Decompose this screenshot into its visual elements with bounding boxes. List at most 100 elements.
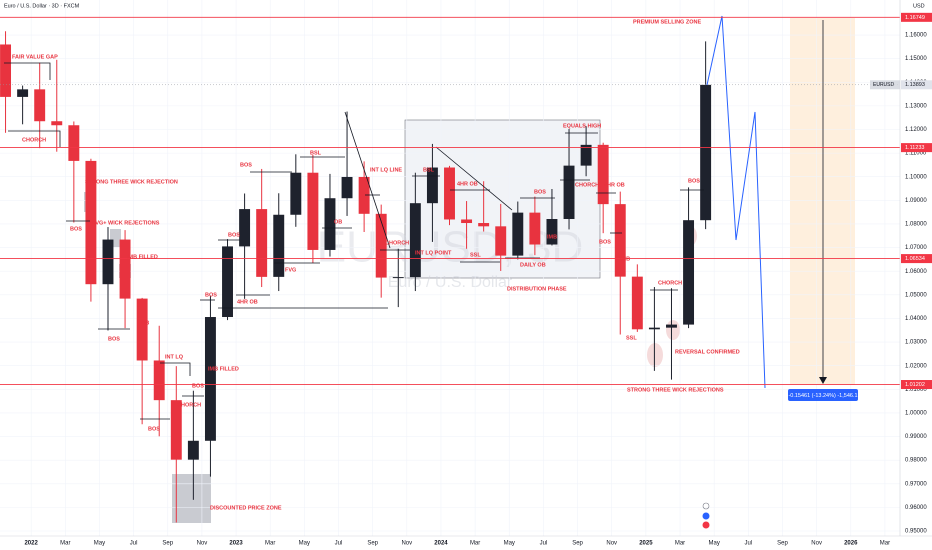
premium-zone <box>790 18 855 385</box>
annotation: 4HR OB <box>237 299 258 305</box>
x-tick-label: Jul <box>540 541 548 547</box>
annotation: OB <box>334 219 342 225</box>
candle-body <box>375 213 387 278</box>
currency-label: USD <box>913 3 925 9</box>
annotation: BSL <box>310 150 322 156</box>
measure-label: -0.15461 (-13.24%) -1,546.1 <box>788 393 857 399</box>
candle-body <box>102 239 114 285</box>
annotation: INT LQ POINT <box>415 250 452 256</box>
price-tag-label: 1.13893 <box>905 82 925 88</box>
candle-body <box>580 144 592 166</box>
candle-body <box>461 219 473 224</box>
zone-box <box>110 229 121 247</box>
measure-arrow <box>819 377 827 384</box>
structure-line <box>8 130 61 147</box>
y-tick-label: 1.07000 <box>905 245 927 251</box>
level-tag-label: 1.16749 <box>905 15 925 21</box>
x-tick-label: Sep <box>162 541 173 547</box>
candle-body <box>563 165 575 220</box>
annotation: BOS <box>108 336 120 342</box>
level-tag <box>901 12 932 22</box>
y-tick-label: 0.95000 <box>905 529 927 535</box>
reversal-zone <box>647 343 663 367</box>
y-tick-label: 1.01000 <box>905 387 927 393</box>
level-tag <box>901 143 932 153</box>
candle-body <box>358 176 370 214</box>
x-tick-label: Mar <box>60 541 70 547</box>
annotation: SSL <box>626 335 637 341</box>
candle-body <box>409 203 421 278</box>
y-tick-label: 1.09000 <box>905 198 927 204</box>
trend-line <box>435 146 513 211</box>
y-tick-label: 0.99000 <box>905 434 927 440</box>
candle-body <box>239 209 251 247</box>
annotation: CHORCH <box>385 240 409 246</box>
candle-body <box>444 167 455 220</box>
candle-body <box>546 219 558 245</box>
icon <box>702 512 710 520</box>
candle-body <box>17 89 29 97</box>
y-tick-label: 1.02000 <box>905 363 927 369</box>
candle-body <box>495 226 507 256</box>
candle-body <box>204 317 216 441</box>
y-tick-label: 1.03000 <box>905 340 927 346</box>
x-tick-label: May <box>504 541 515 547</box>
annotation: BOS <box>228 232 240 238</box>
annotation: BSL <box>423 167 435 173</box>
candle-body <box>34 89 46 122</box>
annotation: 4HR OB <box>604 182 625 188</box>
annotation: IMB FILLED <box>208 366 239 372</box>
annotation: SSL <box>470 252 481 258</box>
x-tick-label: Mar <box>470 541 480 547</box>
x-tick-label: Mar <box>880 541 890 547</box>
symbol-tag <box>870 80 900 90</box>
annotation: BOS <box>240 162 252 168</box>
x-tick-label: 2026 <box>844 541 858 547</box>
y-tick-label: 1.00000 <box>905 410 927 416</box>
annotations: FAIR VALUE GAP CHORCH STRONG THREE WICK RE… <box>12 19 740 511</box>
y-tick-label: 0.98000 <box>905 458 927 464</box>
structure-line <box>4 62 51 80</box>
annotation: BOS <box>534 189 546 195</box>
candle-body <box>700 84 712 221</box>
y-tick-label: 1.12000 <box>905 127 927 133</box>
candle-body <box>290 172 302 215</box>
x-tick-label: Nov <box>401 541 412 547</box>
candle-body <box>256 209 268 277</box>
discount-box <box>172 474 211 523</box>
x-tick-label: May <box>299 541 310 547</box>
annotation: BOS <box>148 426 160 432</box>
annotation: BOS <box>192 383 204 389</box>
y-tick-label: 1.11000 <box>905 151 927 157</box>
price-tag <box>901 80 932 90</box>
x-tick-label: Mar <box>675 541 685 547</box>
annotation: IMB <box>620 256 630 262</box>
candle-body <box>307 172 319 250</box>
level-tag <box>901 380 932 390</box>
candle-body <box>478 223 490 227</box>
measure-box <box>788 389 858 401</box>
candle-body <box>341 176 353 199</box>
x-tick-label: May <box>708 541 719 547</box>
candle-body <box>614 204 626 277</box>
candle-body <box>68 125 80 161</box>
annotation: FAIR VALUE GAP <box>12 54 58 60</box>
y-tick-label: 1.06000 <box>905 269 927 275</box>
levels <box>0 16 900 385</box>
x-tick-label: Jul <box>744 541 752 547</box>
annotation: BOS <box>205 292 217 298</box>
trend-line <box>344 111 391 249</box>
annotation: FVG <box>285 267 296 273</box>
annotation: BOS <box>599 239 611 245</box>
watermark-sub: Euro / U.S. Dollar <box>388 274 513 291</box>
annotation: DISTRIBUTION PHASE <box>507 286 567 292</box>
candle-body <box>170 400 182 460</box>
annotation: IMB FILLED <box>127 254 158 260</box>
x-tick-label: Nov <box>606 541 617 547</box>
candle-body <box>273 214 285 277</box>
x-tick-label: 2025 <box>639 541 653 547</box>
icon <box>702 502 710 510</box>
x-tick-label: Jul <box>335 541 343 547</box>
x-tick-label: Sep <box>777 541 788 547</box>
